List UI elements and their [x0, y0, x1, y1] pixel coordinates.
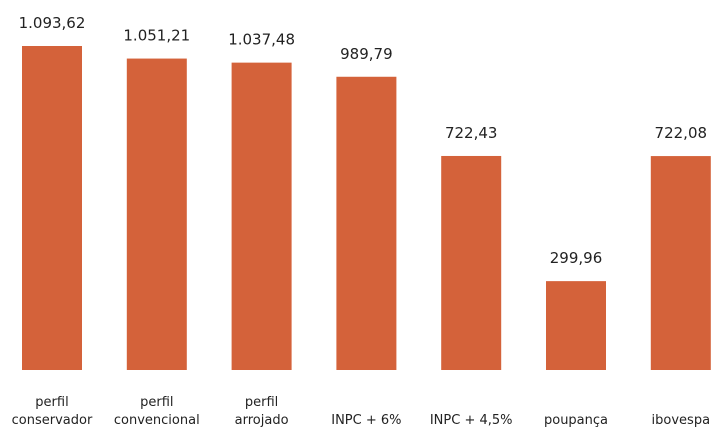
value-label: 1.093,62 [19, 14, 86, 32]
bar [441, 155, 502, 370]
bar [546, 281, 606, 370]
bar [650, 156, 711, 370]
value-label: 722,08 [655, 124, 708, 142]
x-tick-label: ibovespa [651, 413, 711, 428]
bar [126, 58, 187, 371]
x-tick-label: perfil conservador [11, 395, 93, 428]
value-label: 989,79 [340, 45, 393, 63]
x-tick-label: perfil arrojado [234, 395, 289, 428]
x-tick-label: INPC + 4,5% [429, 413, 513, 428]
bar [22, 46, 82, 370]
x-tick-label: perfil convencional [113, 395, 200, 428]
value-label: 299,96 [550, 249, 603, 267]
value-label: 1.051,21 [123, 27, 190, 45]
bar [231, 62, 292, 370]
x-tick-label: INPC + 6% [331, 413, 402, 428]
bar [336, 76, 397, 370]
value-label: 1.037,48 [228, 31, 295, 49]
x-tick-label: poupança [543, 413, 609, 428]
value-label: 722,43 [445, 124, 498, 142]
